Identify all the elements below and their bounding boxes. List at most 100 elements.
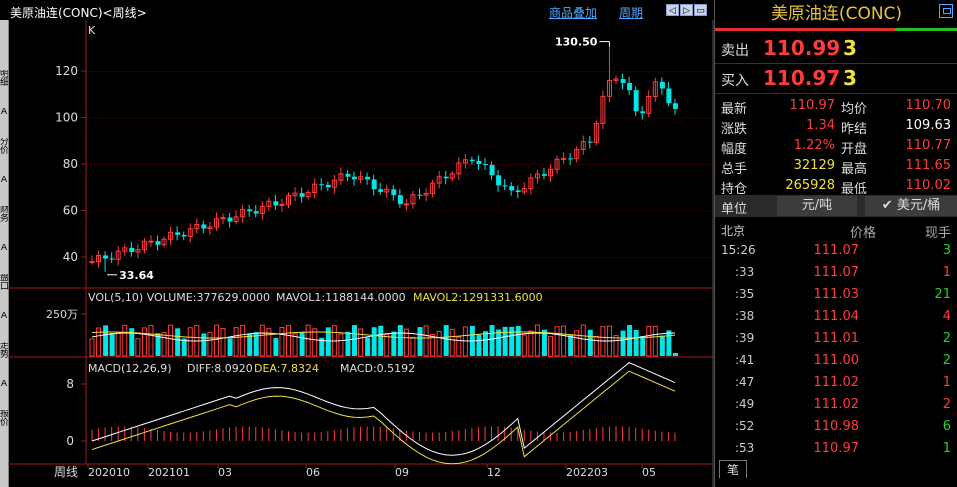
- grid-dot: [674, 164, 675, 165]
- grid-dot: [318, 71, 319, 72]
- side-tab-6[interactable]: 盘口: [0, 274, 8, 292]
- volume-bar: [593, 335, 599, 357]
- grid-dot: [414, 117, 415, 119]
- grid-dot: [114, 71, 115, 72]
- volume-bar: [213, 324, 219, 357]
- unit-rmb-button[interactable]: 元/吨: [777, 196, 857, 216]
- side-tab-2[interactable]: 分价: [0, 138, 8, 156]
- side-tab-7[interactable]: A: [0, 312, 8, 321]
- grid-dot: [290, 164, 291, 165]
- grid-dot: [578, 71, 579, 72]
- grid-dot: [422, 257, 423, 258]
- grid-dot: [630, 257, 631, 258]
- grid-dot: [426, 117, 427, 119]
- grid-dot: [270, 164, 271, 165]
- grid-dot: [350, 117, 351, 119]
- grid-dot: [134, 71, 135, 72]
- nav-left-icon[interactable]: ◁: [666, 4, 679, 16]
- grid-dot: [442, 117, 443, 119]
- side-tab-8[interactable]: 走势: [0, 342, 8, 360]
- stat-label: 总手: [721, 162, 748, 177]
- volume-bar: [620, 330, 626, 356]
- nav-right-icon[interactable]: ▷: [680, 4, 693, 16]
- grid-dot: [138, 210, 139, 212]
- grid-dot: [558, 71, 559, 72]
- grid-dot: [526, 117, 527, 119]
- grid-dot: [190, 210, 191, 212]
- candle-body: [587, 141, 593, 143]
- stat-value: 110.70: [905, 98, 952, 113]
- grid-dot: [238, 71, 239, 72]
- volume-bar: [659, 335, 665, 356]
- grid-dot: [94, 257, 95, 258]
- period-link[interactable]: 周期: [619, 6, 644, 20]
- grid-dot: [286, 257, 287, 258]
- grid-dot: [558, 257, 559, 258]
- grid-dot: [154, 164, 155, 165]
- grid-dot: [634, 210, 635, 212]
- side-tab-3[interactable]: A: [0, 176, 8, 185]
- price-axis-label: 100: [55, 111, 78, 125]
- overlay-commodity-link[interactable]: 商品叠加: [549, 6, 598, 20]
- x-axis-label: 202101: [148, 466, 190, 479]
- candle-body: [213, 218, 219, 228]
- grid-dot: [130, 164, 131, 165]
- grid-dot: [278, 164, 279, 165]
- grid-dot: [218, 210, 219, 212]
- tick-price: 111.04: [813, 309, 860, 324]
- side-tab-0[interactable]: 明细: [0, 70, 8, 88]
- grid-dot: [322, 71, 323, 72]
- grid-dot: [246, 210, 247, 212]
- volume-bar: [96, 327, 102, 357]
- price-axis-label: 120: [55, 64, 78, 78]
- grid-dot: [694, 117, 695, 119]
- grid-dot: [186, 117, 187, 119]
- grid-dot: [434, 71, 435, 72]
- candle-body: [279, 203, 285, 206]
- tick-tab[interactable]: 笔: [719, 460, 747, 478]
- grid-dot: [346, 210, 347, 212]
- grid-dot: [314, 257, 315, 258]
- unit-usd-button[interactable]: ✔ 美元/桶: [865, 196, 957, 216]
- grid-dot: [170, 210, 171, 212]
- grid-dot: [274, 257, 275, 258]
- side-tab-4[interactable]: 财务: [0, 206, 8, 224]
- volume-bar: [352, 325, 357, 356]
- grid-dot: [330, 257, 331, 258]
- grid-dot: [482, 71, 483, 72]
- grid-dot: [258, 210, 259, 212]
- period-name: 周线: [54, 465, 78, 479]
- grid-dot: [186, 210, 187, 212]
- stat-value: 111.65: [905, 158, 952, 173]
- macd-dea-line: [91, 370, 676, 465]
- stat-label: 最高: [841, 162, 868, 177]
- grid-dot: [582, 117, 583, 119]
- grid-dot: [222, 210, 223, 212]
- grid-dot: [574, 117, 575, 119]
- price-axis-label: 60: [63, 204, 78, 218]
- side-tab-1[interactable]: A: [0, 108, 8, 117]
- candle-body: [220, 217, 226, 220]
- nav-expand-icon[interactable]: ▭: [694, 4, 707, 16]
- grid-dot: [270, 117, 271, 119]
- window-toggle-icon[interactable]: [939, 4, 953, 18]
- chart-title: 美原油连(CONC)<周线>: [10, 6, 147, 20]
- grid-dot: [490, 117, 491, 119]
- grid-dot: [218, 117, 219, 119]
- x-axis-label: 09: [395, 466, 409, 479]
- grid-dot: [658, 71, 659, 72]
- grid-dot: [446, 257, 447, 258]
- grid-dot: [462, 71, 463, 72]
- grid-dot: [466, 257, 467, 258]
- side-tab-10[interactable]: 报价: [0, 410, 8, 428]
- grid-dot: [458, 117, 459, 119]
- grid-dot: [614, 210, 615, 212]
- grid-dot: [426, 164, 427, 165]
- side-tab-9[interactable]: A: [0, 380, 8, 389]
- grid-dot: [98, 71, 99, 72]
- grid-dot: [514, 117, 515, 119]
- grid-dot: [314, 210, 315, 212]
- side-tab-5[interactable]: A: [0, 244, 8, 253]
- grid-dot: [590, 117, 591, 119]
